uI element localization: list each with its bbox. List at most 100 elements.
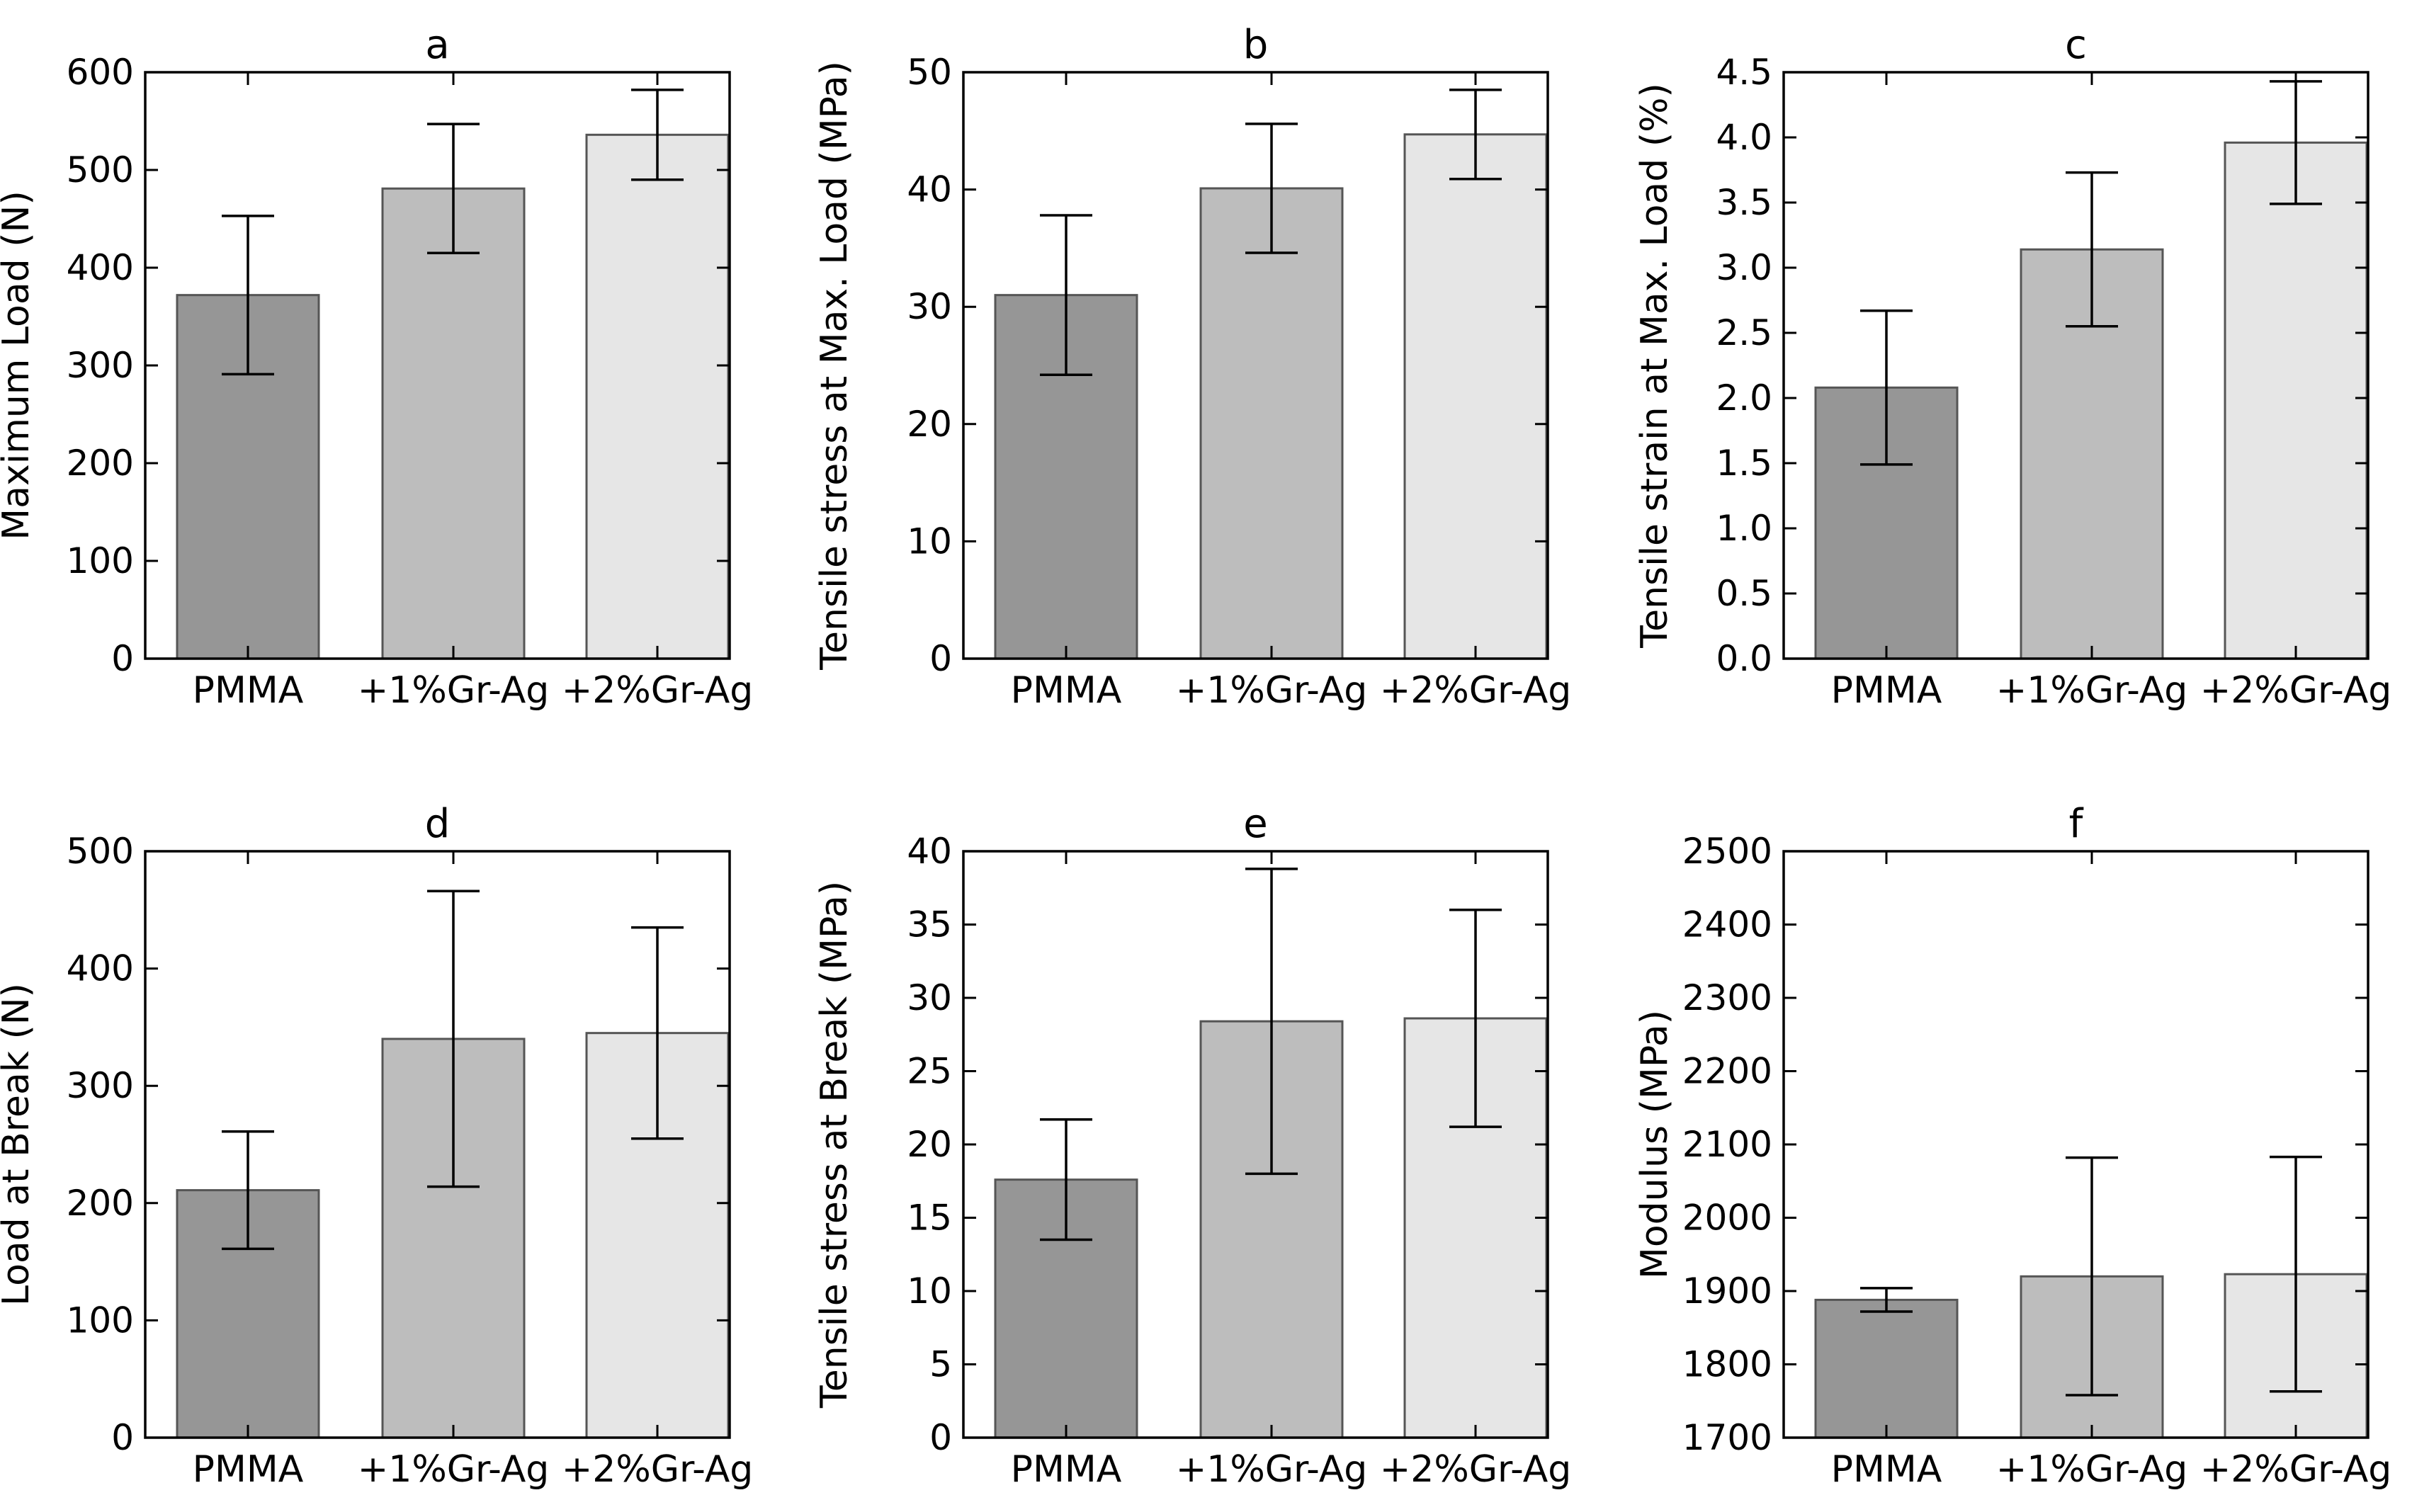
error-bar-2 — [631, 926, 684, 1140]
x-tick-label: PMMA — [1011, 1448, 1122, 1491]
y-tick-label: 40 — [907, 169, 952, 210]
y-tick-label: 2.5 — [1716, 312, 1772, 353]
x-tick-label: +1%Gr-Ag — [1176, 669, 1368, 712]
y-tick-label: 200 — [67, 443, 134, 484]
error-bar-0 — [1040, 214, 1092, 376]
plot-frame — [144, 850, 731, 1439]
y-tick-label: 2400 — [1682, 904, 1772, 945]
chart-title: c — [2065, 22, 2087, 68]
y-axis-label: Maximum Load (N) — [0, 191, 38, 540]
chart-title: b — [1243, 22, 1269, 68]
y-tick-label: 4.0 — [1716, 117, 1772, 158]
panel-a: 0 100 200 300 400 500 600 PMMA +1%Gr-Ag +2%Gr-Ag a… — [0, 22, 753, 712]
plot-frame — [962, 850, 1549, 1439]
bar-1 — [1199, 1020, 1344, 1439]
bar-2 — [2224, 141, 2368, 660]
y-tick-label: 1900 — [1682, 1271, 1772, 1312]
x-tick-label: +2%Gr-Ag — [562, 1448, 754, 1491]
y-tick-label: 0 — [111, 1417, 134, 1458]
y-tick-label: 2500 — [1682, 831, 1772, 872]
x-tick-label: +2%Gr-Ag — [562, 669, 754, 712]
y-tick-label: 0 — [929, 1417, 952, 1458]
x-tick-label: +1%Gr-Ag — [1176, 1448, 1368, 1491]
bar-2 — [585, 133, 730, 660]
chart-title: d — [425, 801, 451, 847]
chart-title: a — [425, 22, 449, 68]
y-tick-label: 1.5 — [1716, 443, 1772, 484]
y-tick-label: 50 — [907, 52, 952, 93]
panel-d: 0 100 200 300 400 500 PMMA +1%Gr-Ag +2%Gr-Ag d Loa… — [0, 801, 753, 1491]
y-tick-label: 100 — [67, 1300, 134, 1341]
error-bar-0 — [1860, 309, 1913, 466]
y-tick-label: 0.0 — [1716, 638, 1772, 679]
y-tick-label: 2.0 — [1716, 377, 1772, 419]
error-bar-2 — [2270, 1155, 2322, 1393]
y-axis-label: Tensile strain at Max. Load (%) — [1634, 83, 1676, 649]
bar-2 — [1403, 133, 1548, 660]
error-bar-2 — [631, 89, 684, 181]
plot-frame — [1782, 71, 2369, 660]
error-bar-2 — [1449, 909, 1502, 1128]
y-tick-label: 300 — [67, 1065, 134, 1106]
error-bar-1 — [427, 123, 480, 255]
y-tick-label: 1.0 — [1716, 508, 1772, 549]
error-bar-1 — [2066, 1156, 2118, 1397]
y-tick-label: 5 — [929, 1344, 952, 1385]
y-tick-label: 10 — [907, 521, 952, 562]
error-bar-0 — [222, 1130, 274, 1251]
panel-c: 0.0 0.5 1.0 1.5 2.0 2.5 3.0 3.5 4.0 4.5 PMMA +1%Gr-… — [1634, 22, 2391, 712]
y-tick-label: 2000 — [1682, 1198, 1772, 1239]
error-bar-0 — [1040, 1118, 1092, 1241]
y-tick-label: 30 — [907, 977, 952, 1018]
y-tick-label: 400 — [67, 247, 134, 288]
y-tick-label: 3.5 — [1716, 182, 1772, 223]
y-axis-label: Tensile stress at Max. Load (MPa) — [813, 61, 856, 671]
x-tick-label: +1%Gr-Ag — [358, 669, 550, 712]
y-tick-label: 2300 — [1682, 977, 1772, 1018]
x-tick-label: PMMA — [1831, 1448, 1942, 1491]
error-bar-1 — [427, 889, 480, 1188]
plot-frame — [144, 71, 731, 660]
plot-frame — [962, 71, 1549, 660]
y-tick-label: 400 — [67, 948, 134, 989]
y-tick-label: 0 — [929, 638, 952, 679]
y-tick-label: 20 — [907, 404, 952, 445]
y-tick-label: 2200 — [1682, 1051, 1772, 1092]
x-tick-label: +1%Gr-Ag — [1996, 1448, 2188, 1491]
y-tick-label: 15 — [907, 1198, 952, 1239]
y-tick-label: 200 — [67, 1183, 134, 1224]
error-bar-1 — [1245, 123, 1298, 254]
y-tick-label: 3.0 — [1716, 247, 1772, 288]
y-tick-label: 300 — [67, 345, 134, 386]
panel-b: 0 10 20 30 40 50 PMMA +1%Gr-Ag +2%Gr-Ag b Tensile … — [813, 22, 1571, 712]
x-tick-label: PMMA — [193, 669, 304, 712]
y-tick-label: 1700 — [1682, 1417, 1772, 1458]
y-axis-label: Tensile stress at Break (MPa) — [813, 881, 856, 1409]
error-bar-0 — [1860, 1287, 1913, 1313]
panel-e: 0 5 10 15 20 25 30 35 40 PMMA +1%Gr-Ag +2%Gr-Ag e Ten… — [813, 801, 1571, 1491]
plot-frame — [1782, 850, 2369, 1439]
y-tick-label: 500 — [67, 149, 134, 191]
y-tick-label: 25 — [907, 1051, 952, 1092]
y-tick-label: 500 — [67, 831, 134, 872]
panel-f: 1700 1800 1900 2000 2100 2200 2300 2400 2500 PMMA… — [1634, 801, 2391, 1491]
chart-title: e — [1243, 801, 1267, 847]
bar-1 — [1199, 187, 1344, 660]
x-tick-label: +1%Gr-Ag — [1996, 669, 2188, 712]
chart-title: f — [2069, 801, 2084, 847]
y-tick-label: 10 — [907, 1271, 952, 1312]
error-bar-1 — [1245, 868, 1298, 1176]
bar-1 — [381, 187, 526, 660]
y-tick-label: 1800 — [1682, 1344, 1772, 1385]
y-tick-label: 100 — [67, 540, 134, 581]
x-tick-label: +2%Gr-Ag — [2200, 669, 2392, 712]
x-tick-label: +2%Gr-Ag — [1380, 1448, 1572, 1491]
error-bar-2 — [1449, 89, 1502, 181]
y-tick-label: 0.5 — [1716, 573, 1772, 614]
y-tick-label: 4.5 — [1716, 52, 1772, 93]
error-bar-0 — [222, 215, 274, 376]
x-tick-label: PMMA — [193, 1448, 304, 1491]
y-tick-label: 35 — [907, 904, 952, 945]
x-tick-label: PMMA — [1831, 669, 1942, 712]
